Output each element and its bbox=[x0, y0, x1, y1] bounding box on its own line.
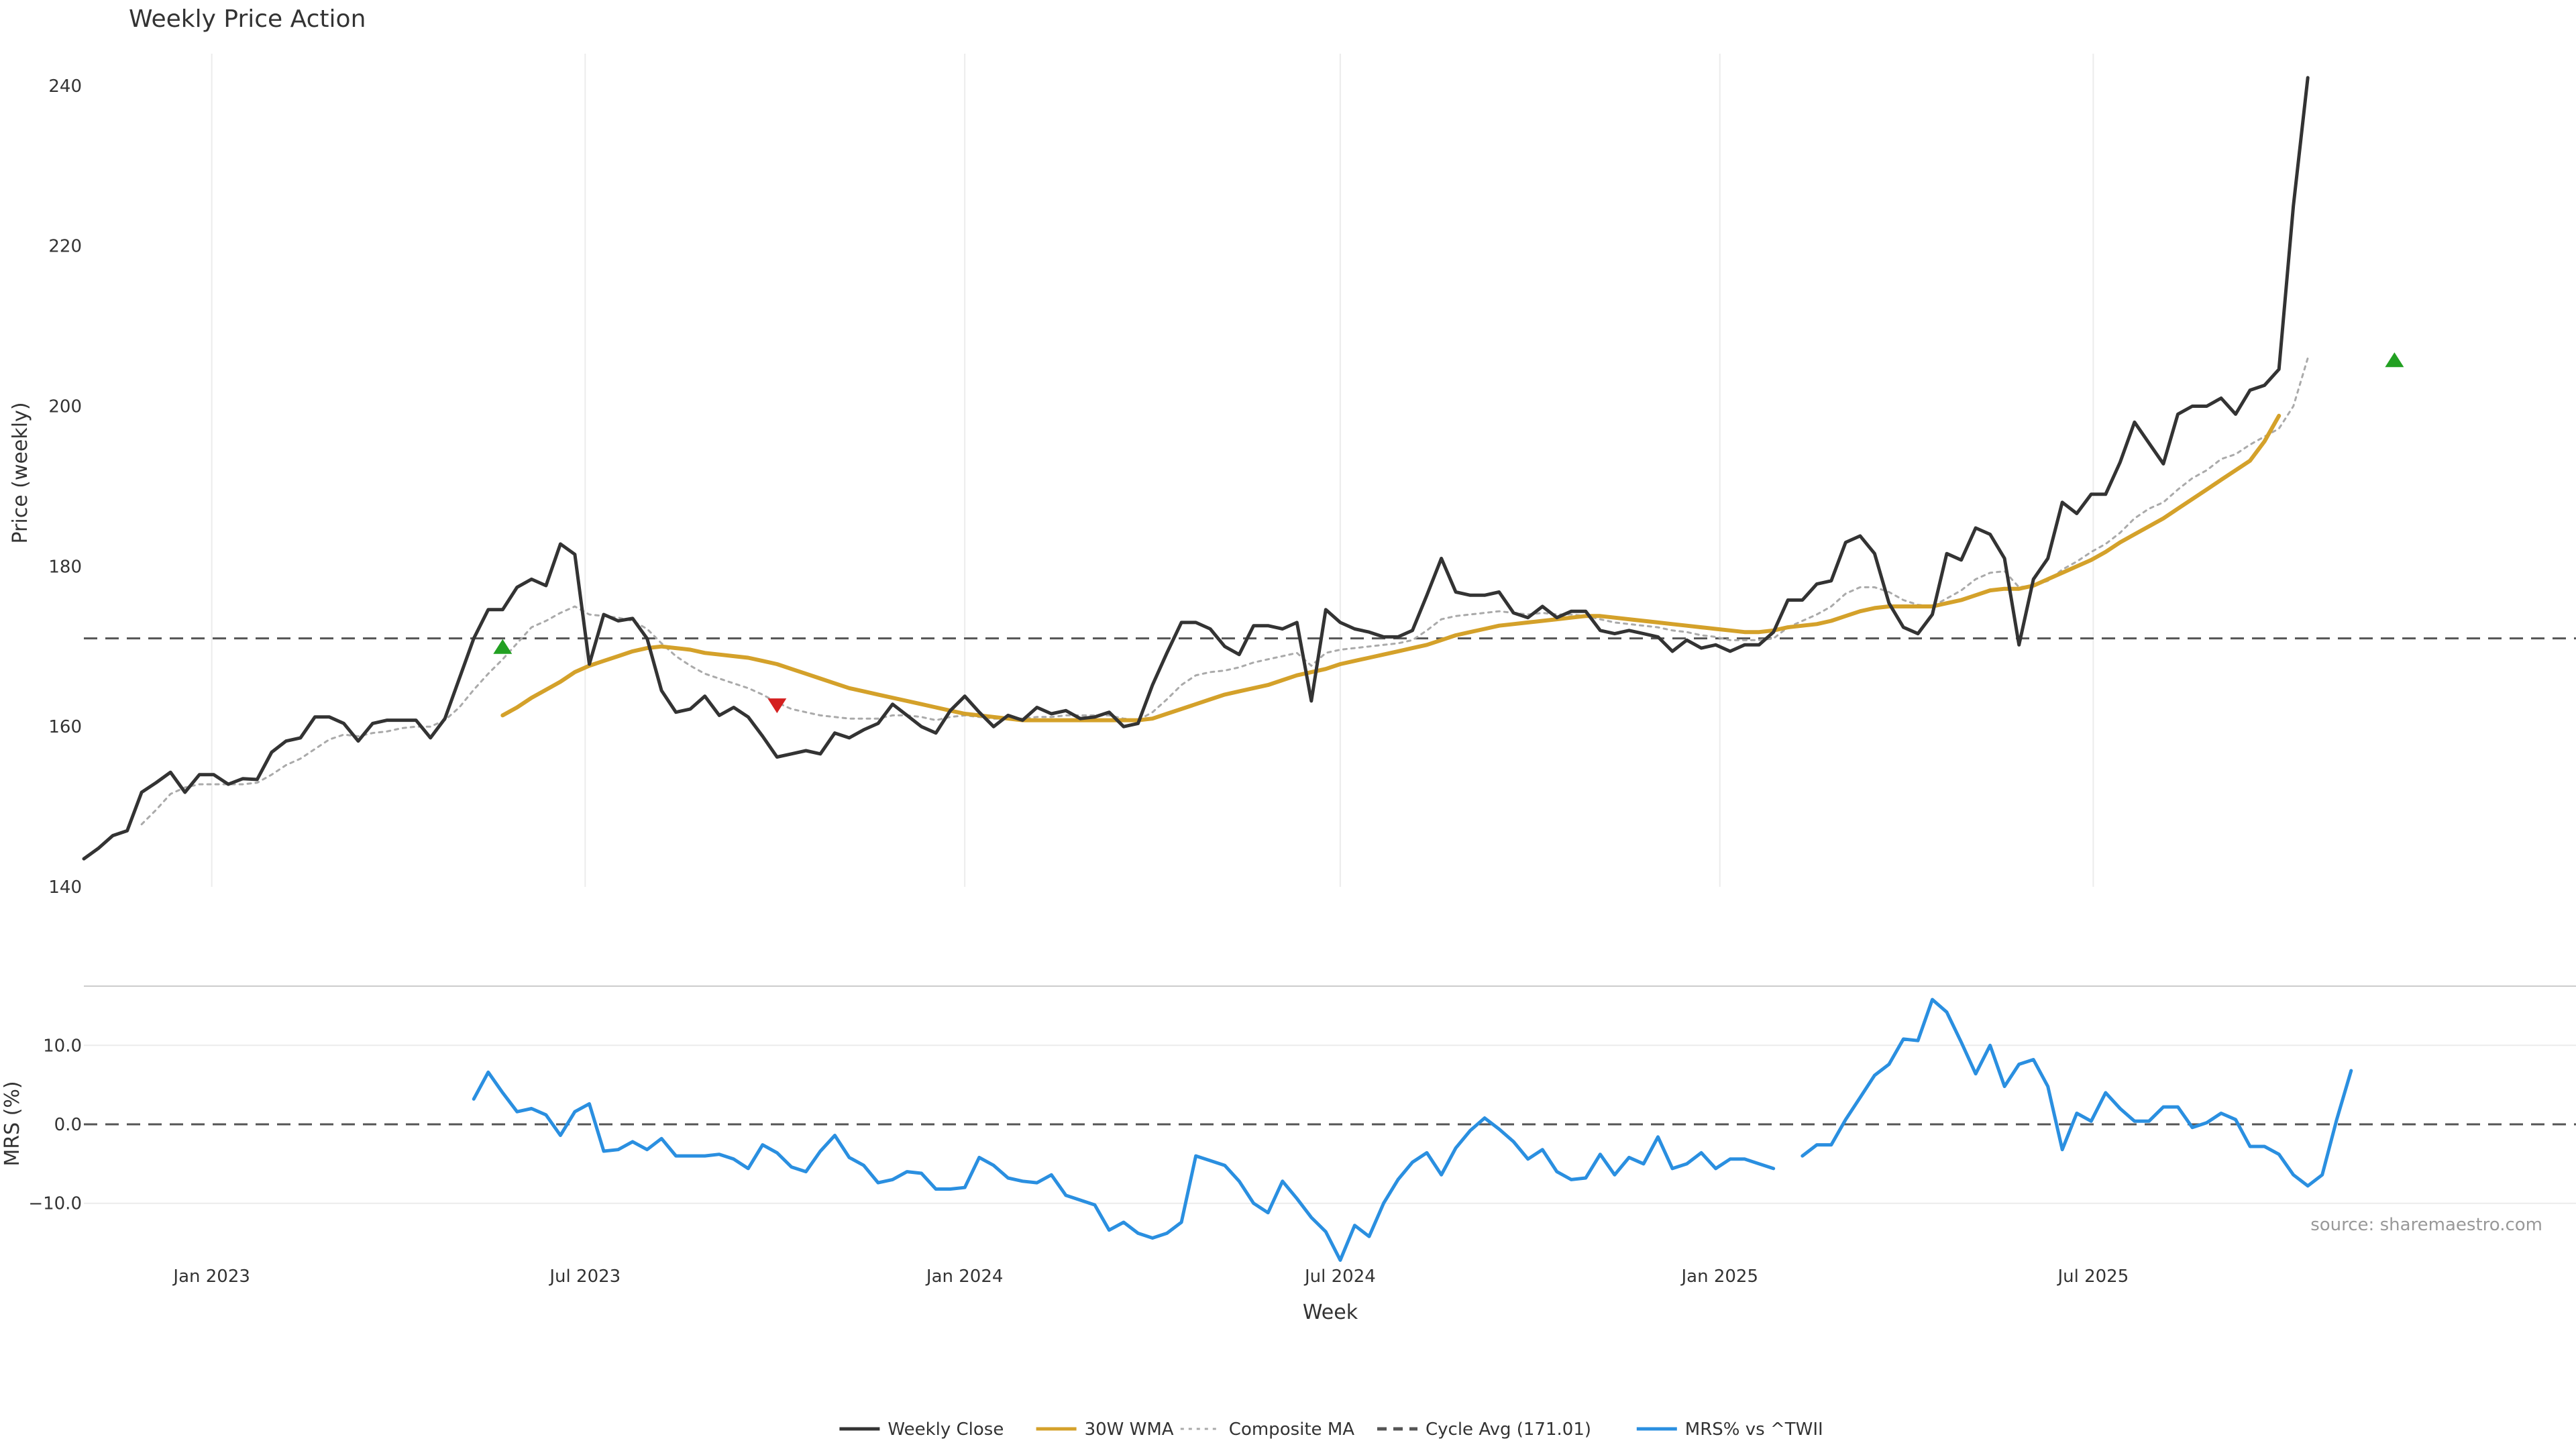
mrs-panel: 10.0 0.0 −10.0 MRS (%) source: sharemaestr… bbox=[1, 998, 2576, 1262]
mrs-grid bbox=[84, 1044, 2576, 1204]
price-panel: 140 160 180 200 220 240 Price (weekly) bbox=[9, 54, 2576, 898]
x-tick-label: Jan 2024 bbox=[925, 1267, 1004, 1287]
mrs-line bbox=[472, 998, 2353, 1262]
legend: Weekly Close 30W WMA Composite MA Cycle Avg… bbox=[839, 1419, 1823, 1440]
legend-label: Cycle Avg (171.01) bbox=[1426, 1419, 1591, 1440]
buy-signal-marker bbox=[493, 639, 513, 654]
price-series-group bbox=[82, 76, 2310, 861]
chart-title: Weekly Price Action bbox=[129, 5, 366, 33]
mrs-y-tick-label: −10.0 bbox=[28, 1194, 82, 1214]
x-axis-label: Week bbox=[1303, 1301, 1358, 1324]
price-grid bbox=[211, 54, 2094, 887]
x-tick-label: Jul 2025 bbox=[2056, 1267, 2129, 1287]
buy-signal-marker bbox=[2385, 352, 2404, 368]
legend-label: MRS% vs ^TWII bbox=[1685, 1419, 1823, 1440]
price-y-tick-label: 140 bbox=[48, 877, 82, 898]
price-y-tick-label: 180 bbox=[48, 557, 82, 577]
price-y-ticks: 140 160 180 200 220 240 bbox=[48, 76, 82, 898]
price-y-tick-label: 220 bbox=[48, 237, 82, 257]
price-y-tick-label: 200 bbox=[48, 396, 82, 417]
sell-signal-marker bbox=[767, 698, 787, 714]
x-tick-label: Jul 2023 bbox=[548, 1267, 621, 1287]
source-note: source: sharemaestro.com bbox=[2310, 1215, 2542, 1235]
legend-label: Composite MA bbox=[1229, 1419, 1354, 1440]
wma-30w-line bbox=[500, 413, 2282, 722]
x-tick-label: Jan 2025 bbox=[1680, 1267, 1758, 1287]
legend-label: Weekly Close bbox=[888, 1419, 1004, 1440]
mrs-y-ticks: 10.0 0.0 −10.0 bbox=[28, 1036, 82, 1214]
signal-markers bbox=[493, 352, 2404, 714]
legend-label: 30W WMA bbox=[1085, 1419, 1174, 1440]
x-tick-label: Jan 2023 bbox=[172, 1267, 250, 1287]
price-y-tick-label: 160 bbox=[48, 717, 82, 737]
mrs-y-tick-label: 10.0 bbox=[43, 1036, 82, 1056]
price-y-tick-label: 240 bbox=[48, 76, 82, 97]
mrs-y-axis-label: MRS (%) bbox=[1, 1081, 24, 1166]
weekly-close-line bbox=[82, 76, 2310, 861]
mrs-y-tick-label: 0.0 bbox=[54, 1115, 82, 1135]
price-y-axis-label: Price (weekly) bbox=[9, 402, 32, 543]
x-tick-label: Jul 2024 bbox=[1303, 1267, 1376, 1287]
mrs-series-group bbox=[472, 998, 2353, 1262]
x-axis-ticks: Jan 2023 Jul 2023 Jan 2024 Jul 2024 Jan 2025… bbox=[172, 1267, 2129, 1287]
